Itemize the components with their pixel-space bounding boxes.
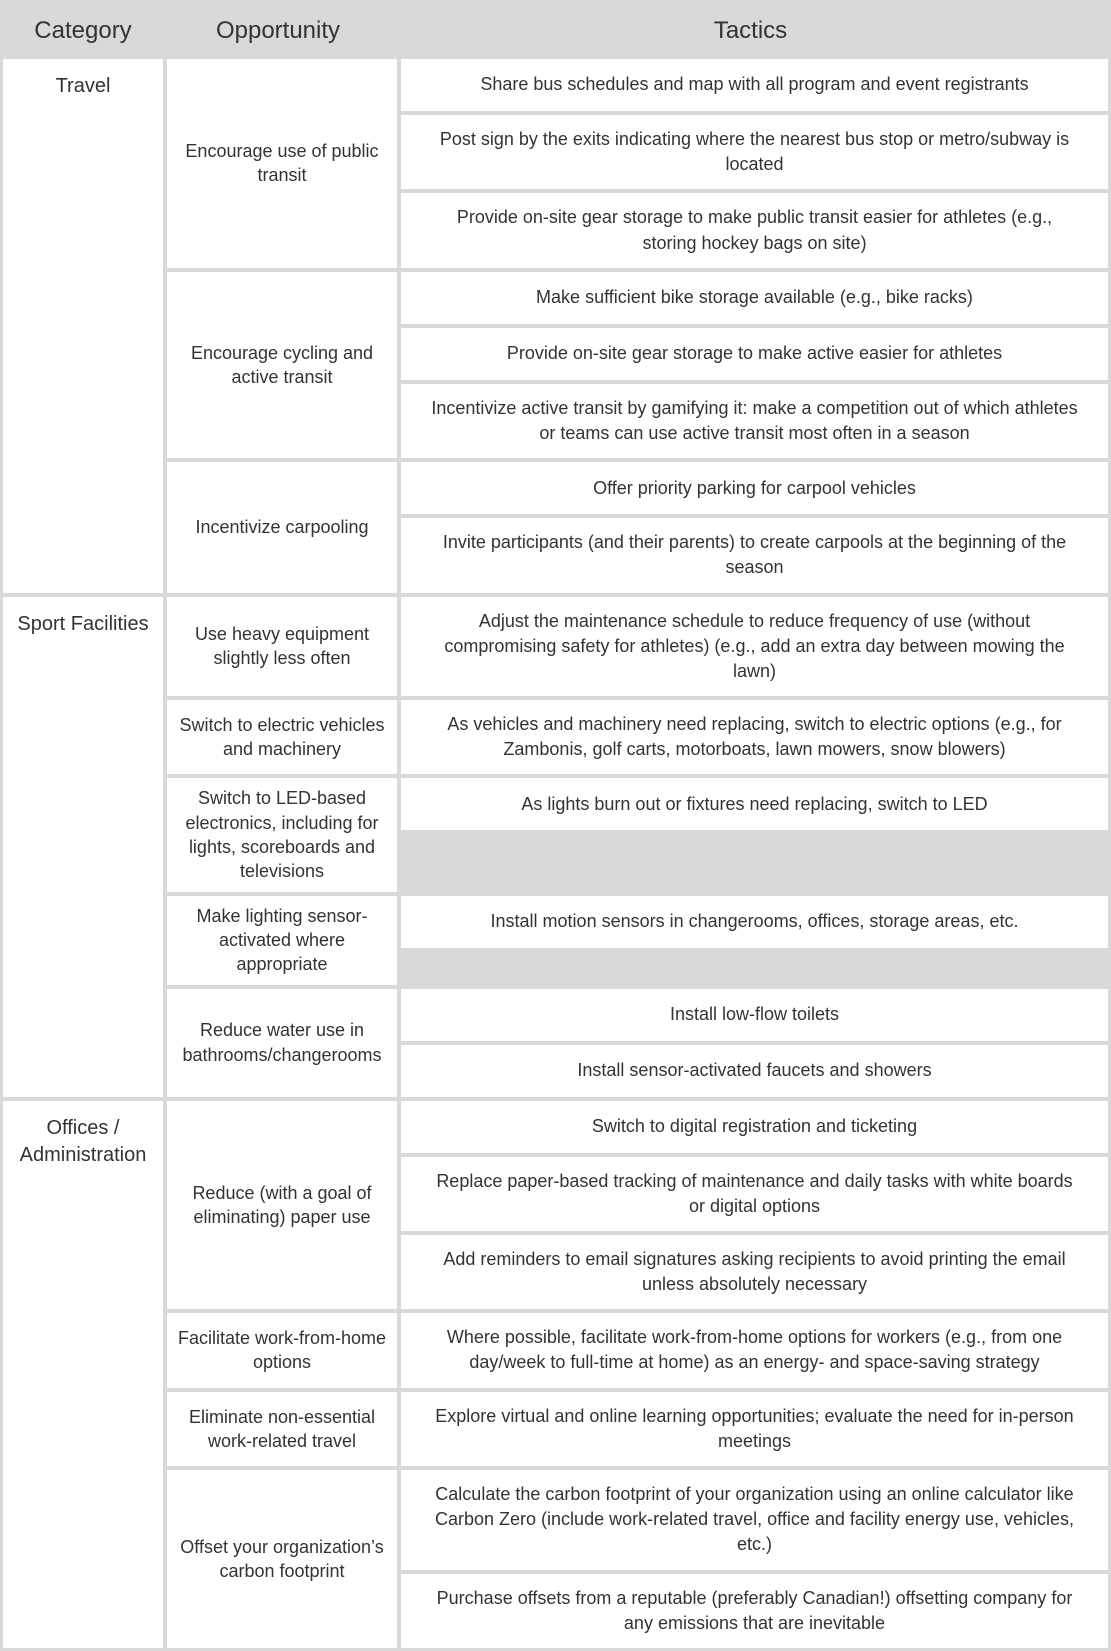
- opportunity-cell: Facilitate work-from-home options: [167, 1313, 397, 1387]
- tactics-container: Where possible, facilitate work-from-hom…: [401, 1313, 1108, 1387]
- tactic-cell: Post sign by the exits indicating where …: [401, 115, 1108, 189]
- opportunities-container: Use heavy equipment slightly less oftenA…: [167, 597, 1108, 1097]
- category-block: Sport FacilitiesUse heavy equipment slig…: [3, 597, 1108, 1097]
- tactic-cell: Provide on-site gear storage to make pub…: [401, 193, 1108, 267]
- category-block: TravelEncourage use of public transitSha…: [3, 59, 1108, 593]
- tactic-cell: Where possible, facilitate work-from-hom…: [401, 1313, 1108, 1387]
- tactics-container: Adjust the maintenance schedule to reduc…: [401, 597, 1108, 697]
- tactics-container: Explore virtual and online learning oppo…: [401, 1392, 1108, 1466]
- tactic-cell: Incentivize active transit by gamifying …: [401, 384, 1108, 458]
- opportunity-block: Offset your organization’s carbon footpr…: [167, 1470, 1108, 1648]
- opportunity-cell: Make lighting sensor-activated where app…: [167, 896, 397, 985]
- table-header-row: Category Opportunity Tactics: [3, 3, 1108, 59]
- tactics-container: Make sufficient bike storage available (…: [401, 272, 1108, 458]
- tactic-cell: Purchase offsets from a reputable (prefe…: [401, 1574, 1108, 1648]
- opportunity-block: Facilitate work-from-home optionsWhere p…: [167, 1313, 1108, 1387]
- opportunity-block: Eliminate non-essential work-related tra…: [167, 1392, 1108, 1466]
- opportunity-block: Incentivize carpoolingOffer priority par…: [167, 462, 1108, 592]
- tactics-table: Category Opportunity Tactics TravelEncou…: [0, 0, 1111, 1651]
- opportunities-container: Reduce (with a goal of eliminating) pape…: [167, 1101, 1108, 1648]
- category-block: Offices / AdministrationReduce (with a g…: [3, 1101, 1108, 1648]
- tactic-cell: Calculate the carbon footprint of your o…: [401, 1470, 1108, 1570]
- tactic-cell: Invite participants (and their parents) …: [401, 518, 1108, 592]
- opportunity-cell: Encourage use of public transit: [167, 59, 397, 268]
- opportunity-block: Switch to electric vehicles and machiner…: [167, 700, 1108, 774]
- header-opportunity: Opportunity: [163, 3, 393, 59]
- category-cell: Offices / Administration: [3, 1101, 163, 1648]
- tactics-container: As vehicles and machinery need replacing…: [401, 700, 1108, 774]
- tactic-cell: Explore virtual and online learning oppo…: [401, 1392, 1108, 1466]
- category-cell: Travel: [3, 59, 163, 593]
- opportunity-block: Encourage cycling and active transitMake…: [167, 272, 1108, 458]
- opportunity-block: Make lighting sensor-activated where app…: [167, 896, 1108, 985]
- tactic-cell: Install sensor-activated faucets and sho…: [401, 1045, 1108, 1097]
- header-tactics: Tactics: [393, 3, 1108, 59]
- opportunity-cell: Reduce water use in bathrooms/changeroom…: [167, 989, 397, 1097]
- opportunity-cell: Encourage cycling and active transit: [167, 272, 397, 458]
- tactics-container: Switch to digital registration and ticke…: [401, 1101, 1108, 1310]
- tactic-cell: Switch to digital registration and ticke…: [401, 1101, 1108, 1153]
- opportunity-cell: Offset your organization’s carbon footpr…: [167, 1470, 397, 1648]
- tactic-cell: Provide on-site gear storage to make act…: [401, 328, 1108, 380]
- tactic-cell: Make sufficient bike storage available (…: [401, 272, 1108, 324]
- opportunities-container: Encourage use of public transitShare bus…: [167, 59, 1108, 593]
- tactic-cell: Adjust the maintenance schedule to reduc…: [401, 597, 1108, 697]
- tactics-container: Offer priority parking for carpool vehic…: [401, 462, 1108, 592]
- tactics-container: Calculate the carbon footprint of your o…: [401, 1470, 1108, 1648]
- opportunity-cell: Use heavy equipment slightly less often: [167, 597, 397, 697]
- tactic-cell: Share bus schedules and map with all pro…: [401, 59, 1108, 111]
- opportunity-block: Reduce water use in bathrooms/changeroom…: [167, 989, 1108, 1097]
- tactics-container: As lights burn out or fixtures need repl…: [401, 778, 1108, 891]
- opportunity-block: Switch to LED-based electronics, includi…: [167, 778, 1108, 891]
- table-body: TravelEncourage use of public transitSha…: [3, 59, 1108, 1648]
- tactic-cell: Install motion sensors in changerooms, o…: [401, 896, 1108, 948]
- opportunity-cell: Switch to electric vehicles and machiner…: [167, 700, 397, 774]
- header-category: Category: [3, 3, 163, 59]
- opportunity-block: Encourage use of public transitShare bus…: [167, 59, 1108, 268]
- tactic-cell: As lights burn out or fixtures need repl…: [401, 778, 1108, 830]
- tactics-container: Install motion sensors in changerooms, o…: [401, 896, 1108, 985]
- tactic-cell: Offer priority parking for carpool vehic…: [401, 462, 1108, 514]
- category-cell: Sport Facilities: [3, 597, 163, 1097]
- opportunity-block: Use heavy equipment slightly less oftenA…: [167, 597, 1108, 697]
- opportunity-block: Reduce (with a goal of eliminating) pape…: [167, 1101, 1108, 1310]
- tactics-container: Install low-flow toiletsInstall sensor-a…: [401, 989, 1108, 1097]
- opportunity-cell: Eliminate non-essential work-related tra…: [167, 1392, 397, 1466]
- tactics-container: Share bus schedules and map with all pro…: [401, 59, 1108, 268]
- tactic-cell: Install low-flow toilets: [401, 989, 1108, 1041]
- opportunity-cell: Reduce (with a goal of eliminating) pape…: [167, 1101, 397, 1310]
- tactic-cell: As vehicles and machinery need replacing…: [401, 700, 1108, 774]
- opportunity-cell: Incentivize carpooling: [167, 462, 397, 592]
- tactic-cell: Add reminders to email signatures asking…: [401, 1235, 1108, 1309]
- tactic-cell: Replace paper-based tracking of maintena…: [401, 1157, 1108, 1231]
- opportunity-cell: Switch to LED-based electronics, includi…: [167, 778, 397, 891]
